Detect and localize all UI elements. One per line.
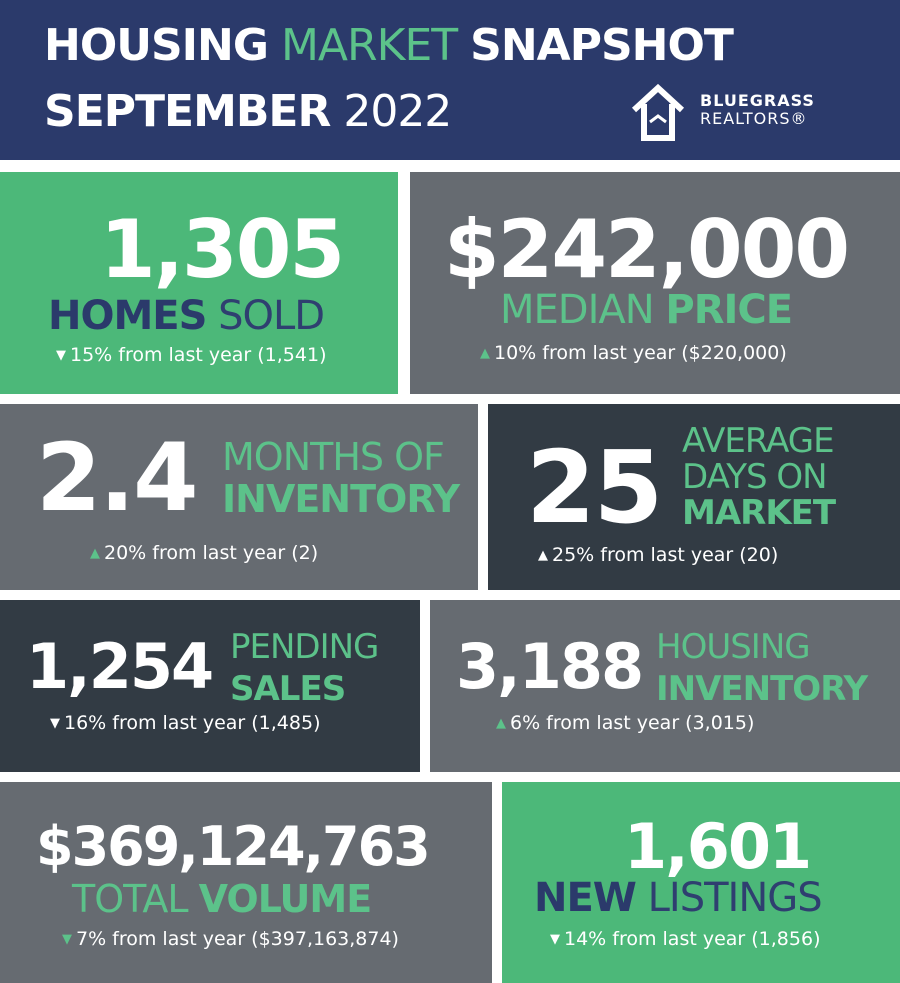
months-inventory-label-light: MONTHS OF <box>222 435 445 479</box>
median-price-label-bold: PRICE <box>665 287 793 333</box>
new-listings-label-light: LISTINGS <box>647 875 823 921</box>
housing-inventory-label-light: HOUSING <box>656 627 811 667</box>
housing-inventory-value: 3,188 <box>456 630 644 703</box>
logo-line-1: BLUEGRASS <box>700 91 815 110</box>
days-on-market-change: ▲ 25% from last year (20) <box>538 544 779 566</box>
tile-days-on-market: 25 AVERAGE DAYS ON MARKET ▲ 25% from last… <box>488 404 900 590</box>
logo-line-2: REALTORS® <box>700 109 808 129</box>
pending-sales-label-light: PENDING <box>230 627 379 667</box>
tile-median-price: $242,000 MEDIAN PRICE ▲ 10% from last yea… <box>410 172 900 394</box>
page-subtitle: SEPTEMBER 2022 <box>44 90 452 134</box>
header-banner: HOUSING MARKET SNAPSHOT SEPTEMBER 2022 B… <box>0 0 900 160</box>
new-listings-change: ▼ 14% from last year (1,856) <box>550 928 821 950</box>
total-volume-label-light: TOTAL <box>72 877 189 921</box>
subtitle-month: SEPTEMBER <box>44 86 331 137</box>
pending-sales-label-bold: SALES <box>230 669 346 709</box>
housing-inventory-label-bold: INVENTORY <box>656 669 868 709</box>
months-inventory-label-bold: INVENTORY <box>222 477 460 521</box>
tile-housing-inventory: 3,188 HOUSING INVENTORY ▲ 6% from last ye… <box>430 600 900 772</box>
tile-pending-sales: 1,254 PENDING SALES ▼ 16% from last year … <box>0 600 420 772</box>
homes-sold-change: ▼ 15% from last year (1,541) <box>56 344 327 366</box>
days-on-market-label-bold: MARKET <box>682 493 836 533</box>
chevron-up-icon: ▲ <box>480 346 490 361</box>
subtitle-year: 2022 <box>343 86 452 137</box>
new-listings-label-bold: NEW <box>534 875 637 921</box>
page-title: HOUSING MARKET SNAPSHOT <box>44 24 734 68</box>
chevron-down-icon: ▼ <box>56 348 66 363</box>
chevron-down-icon: ▼ <box>62 932 72 947</box>
homes-sold-label-light: SOLD <box>218 293 325 339</box>
tile-new-listings: 1,601 NEW LISTINGS ▼ 14% from last year (… <box>502 782 900 983</box>
total-volume-value: $369,124,763 <box>36 815 431 878</box>
tile-homes-sold: 1,305 HOMES SOLD ▼ 15% from last year (1,… <box>0 172 398 394</box>
brand-logo: BLUEGRASS REALTORS® <box>628 80 868 144</box>
months-inventory-change: ▲ 20% from last year (2) <box>90 542 319 564</box>
pending-sales-value: 1,254 <box>26 630 214 703</box>
housing-inventory-change: ▲ 6% from last year (3,015) <box>496 712 755 734</box>
total-volume-label: TOTAL VOLUME <box>72 877 373 921</box>
median-price-value: $242,000 <box>444 203 850 296</box>
homes-sold-value: 1,305 <box>100 203 345 296</box>
days-on-market-label-light-2: DAYS ON <box>682 457 828 497</box>
house-logo-icon <box>631 83 685 141</box>
chevron-down-icon: ▼ <box>50 716 60 731</box>
months-inventory-value: 2.4 <box>36 424 199 533</box>
homes-sold-label: HOMES SOLD <box>48 293 325 339</box>
median-price-change: ▲ 10% from last year ($220,000) <box>480 342 787 364</box>
tile-months-inventory: 2.4 MONTHS OF INVENTORY ▲ 20% from last y… <box>0 404 478 590</box>
title-word-snapshot: SNAPSHOT <box>470 20 734 71</box>
chevron-down-icon: ▼ <box>550 932 560 947</box>
total-volume-change: ▼ 7% from last year ($397,163,874) <box>62 928 399 950</box>
chevron-up-icon: ▲ <box>496 716 506 731</box>
homes-sold-label-bold: HOMES <box>48 293 207 339</box>
new-listings-value: 1,601 <box>624 810 812 883</box>
days-on-market-value: 25 <box>526 429 663 546</box>
pending-sales-change: ▼ 16% from last year (1,485) <box>50 712 321 734</box>
total-volume-label-bold: VOLUME <box>198 877 373 921</box>
days-on-market-label-light-1: AVERAGE <box>682 421 835 461</box>
chevron-up-icon: ▲ <box>90 546 100 561</box>
median-price-label-light: MEDIAN <box>500 287 655 333</box>
title-word-market: MARKET <box>280 20 458 71</box>
chevron-up-icon: ▲ <box>538 548 548 563</box>
tile-total-volume: $369,124,763 TOTAL VOLUME ▼ 7% from last … <box>0 782 492 983</box>
title-word-housing: HOUSING <box>44 20 269 71</box>
new-listings-label: NEW LISTINGS <box>534 875 823 921</box>
median-price-label: MEDIAN PRICE <box>500 287 793 333</box>
